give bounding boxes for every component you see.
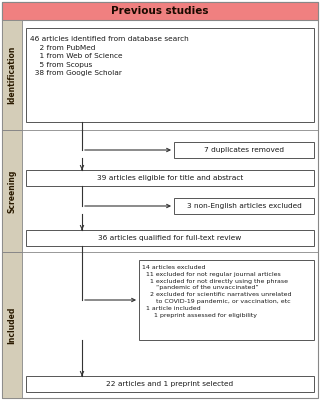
Text: Previous studies: Previous studies — [111, 6, 209, 16]
Bar — [139, 260, 314, 340]
Text: Included: Included — [7, 306, 17, 344]
Bar — [26, 230, 314, 246]
Text: 14 articles excluded
  11 excluded for not regular journal articles
    1 exclud: 14 articles excluded 11 excluded for not… — [142, 265, 292, 318]
Text: Screening: Screening — [7, 169, 17, 213]
Text: 22 articles and 1 preprint selected: 22 articles and 1 preprint selected — [107, 381, 234, 387]
Text: 36 articles qualified for full-text review: 36 articles qualified for full-text revi… — [98, 235, 242, 241]
Text: 3 non-English articles excluded: 3 non-English articles excluded — [187, 203, 301, 209]
Text: Identification: Identification — [7, 46, 17, 104]
Bar — [26, 170, 314, 186]
Text: 46 articles identified from database search
    2 from PubMed
    1 from Web of : 46 articles identified from database sea… — [30, 36, 189, 76]
Bar — [2, 2, 318, 20]
Bar — [2, 20, 22, 130]
Bar — [26, 28, 314, 122]
Bar — [174, 142, 314, 158]
Text: 7 duplicates removed: 7 duplicates removed — [204, 147, 284, 153]
Bar — [2, 252, 22, 398]
Text: 39 articles eligible for title and abstract: 39 articles eligible for title and abstr… — [97, 175, 243, 181]
Bar — [2, 130, 22, 252]
Bar — [26, 376, 314, 392]
Bar — [174, 198, 314, 214]
